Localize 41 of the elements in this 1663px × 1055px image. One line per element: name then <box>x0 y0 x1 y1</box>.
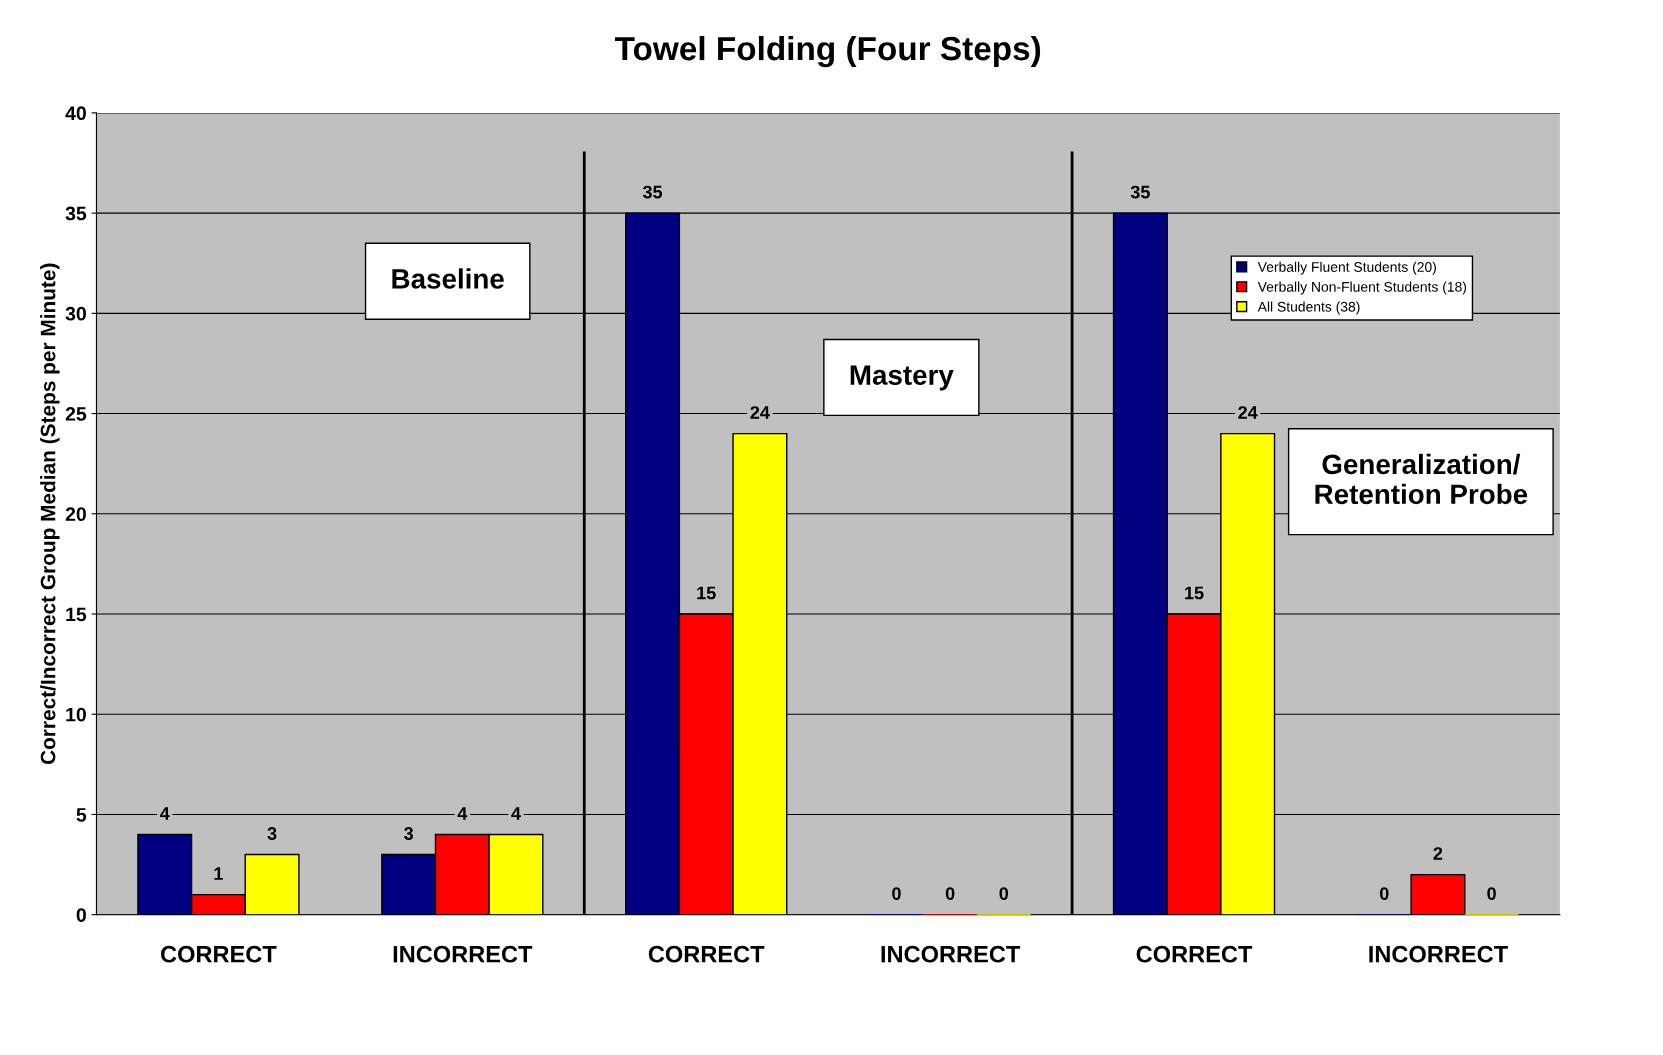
y-tick-label: 15 <box>66 607 87 622</box>
data-label: 0 <box>1379 887 1389 901</box>
y-tick-label: 30 <box>65 306 86 321</box>
x-tick-label: CORRECT <box>648 945 765 963</box>
legend-label: All Students (38) <box>1257 301 1360 315</box>
legend-label: Verbally Non-Fluent Students (18) <box>1257 281 1467 295</box>
data-label: 3 <box>267 827 277 840</box>
x-tick-label: INCORRECT <box>1369 945 1508 963</box>
x-tick-label: INCORRECT <box>881 945 1021 963</box>
y-axis-title: Correct/Incorrect Group Median (Steps per Minute) <box>40 263 60 765</box>
data-label: 35 <box>642 185 663 199</box>
data-label: 15 <box>1185 586 1204 600</box>
chart-title: Towel Folding (Four Steps) <box>615 35 1041 68</box>
data-label: 24 <box>1238 406 1258 419</box>
data-label: 0 <box>945 887 955 901</box>
data-label: 2 <box>1433 847 1443 860</box>
annotation: Generalization/ Retention Probe <box>1315 453 1528 505</box>
data-label: 24 <box>750 406 770 419</box>
data-label: 4 <box>160 807 170 820</box>
y-tick-label: 20 <box>65 507 86 522</box>
y-tick-label: 25 <box>65 407 87 421</box>
y-tick-label: 35 <box>65 206 87 221</box>
y-tick-label: 10 <box>66 707 86 722</box>
data-label: 0 <box>999 887 1009 901</box>
data-label: 15 <box>697 586 716 600</box>
data-label: 4 <box>457 807 468 820</box>
x-tick-label: INCORRECT <box>393 945 533 963</box>
data-label: 1 <box>214 867 223 880</box>
y-tick-label: 40 <box>65 106 86 121</box>
x-tick-label: CORRECT <box>161 945 277 963</box>
y-tick-label: 5 <box>76 808 87 822</box>
data-label: 0 <box>1487 887 1496 901</box>
annotation: Mastery <box>850 365 954 391</box>
data-label: 0 <box>892 887 901 901</box>
annotation: Baseline <box>392 268 504 289</box>
data-label: 35 <box>1130 185 1150 199</box>
legend-label: Verbally Fluent Students (20) <box>1257 261 1436 275</box>
data-label: 4 <box>511 807 521 820</box>
y-tick-label: 0 <box>76 908 86 922</box>
x-tick-label: CORRECT <box>1136 945 1253 963</box>
data-label: 3 <box>404 827 414 840</box>
